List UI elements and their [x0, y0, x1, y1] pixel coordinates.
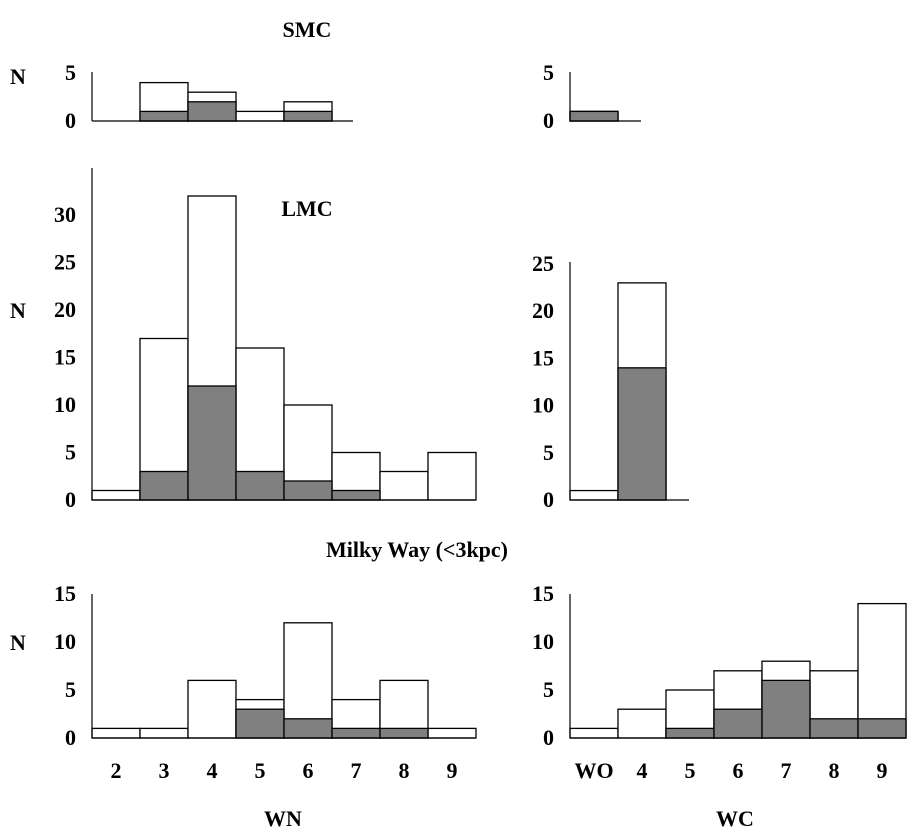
mw-wn-bar-subset-8 [379, 727, 429, 739]
mw-wn-y-tick-5: 5 [65, 677, 76, 702]
lmc-wn-y-tick-15: 15 [54, 345, 76, 370]
mw-wn-bar-total-2 [91, 727, 141, 739]
smc-wn-y-tick-5: 5 [65, 60, 76, 85]
smc-wn-bar-subset-3 [139, 110, 189, 122]
lmc-wn-bar-total-2 [91, 489, 141, 501]
y-axis-label-lmc: N [10, 298, 26, 323]
lmc-title: LMC [281, 196, 332, 221]
lmc-wn-y-tick-25: 25 [54, 250, 76, 275]
mw-wn-x-tick-9: 9 [447, 758, 458, 783]
smc-wc-panel: 05 [543, 60, 641, 133]
mw-wn-bar-total-4 [187, 679, 237, 739]
lmc-wn-bar-subset-6 [283, 480, 333, 501]
smc-wn-y-tick-0: 0 [65, 108, 76, 133]
lmc-wc-y-tick-5: 5 [543, 440, 554, 465]
mw-wn-x-tick-3: 3 [159, 758, 170, 783]
lmc-wn-bar-subset-4 [187, 385, 237, 501]
mw-wc-y-tick-0: 0 [543, 725, 554, 750]
mw-wc-y-tick-5: 5 [543, 677, 554, 702]
mw-wn-bar-subset-5 [235, 708, 285, 739]
lmc-wn-y-tick-0: 0 [65, 487, 76, 512]
milky-way-title: Milky Way (<3kpc) [326, 537, 508, 562]
mw-wc-x-tick-7: 7 [781, 758, 792, 783]
lmc-wn-bar-total-9 [427, 451, 477, 501]
mw-wc-bar-subset-7 [761, 679, 811, 739]
lmc-wn-y-tick-20: 20 [54, 297, 76, 322]
smc-wn-bar-subset-4 [187, 101, 237, 122]
mw-wc-bar-total-9 [857, 602, 907, 739]
mw-wc-x-tick-WO: WO [574, 758, 613, 783]
smc-wc-bar-subset-WO [569, 110, 619, 122]
mw-wn-x-tick-4: 4 [207, 758, 218, 783]
mw-wc-x-tick-6: 6 [733, 758, 744, 783]
wn-axis-label: WN [264, 806, 302, 831]
lmc-wn-bar-subset-7 [331, 489, 381, 501]
lmc-wn-y-tick-5: 5 [65, 440, 76, 465]
wc-axis-label: WC [716, 806, 754, 831]
y-axis-label-smc: N [10, 64, 26, 89]
lmc-wn-panel: 0 5 10 15 20 25 30 [54, 168, 477, 512]
lmc-wn-y-tick-30: 30 [54, 202, 76, 227]
mw-wn-x-tick-7: 7 [351, 758, 362, 783]
mw-wc-bar-subset-6 [713, 708, 763, 739]
mw-wc-y-tick-10: 10 [532, 629, 554, 654]
lmc-wc-bar-total-WO [569, 489, 619, 501]
mw-wc-bar-subset-5 [665, 727, 715, 739]
mw-wc-x-tick-5: 5 [685, 758, 696, 783]
mw-wn-bar-total-3 [139, 727, 189, 739]
y-axis-label-mw: N [10, 630, 26, 655]
mw-wc-bar-total-4 [617, 708, 667, 739]
smc-wn-bar-total-5 [235, 110, 285, 122]
mw-wc-x-tick-9: 9 [877, 758, 888, 783]
lmc-wc-bar-subset-4 [617, 367, 667, 501]
mw-wc-panel: 0 5 10 15 WO 4 5 6 7 8 9 [532, 581, 907, 783]
lmc-wc-panel: 0 5 10 15 20 25 [532, 251, 689, 512]
mw-wn-bar-total-9 [427, 727, 477, 739]
mw-wc-x-tick-4: 4 [637, 758, 648, 783]
smc-wn-panel: 05 [65, 60, 353, 133]
lmc-wc-y-tick-0: 0 [543, 487, 554, 512]
lmc-wn-bar-subset-5 [235, 470, 285, 501]
smc-wc-y-tick-0: 0 [543, 108, 554, 133]
mw-wn-x-tick-6: 6 [303, 758, 314, 783]
mw-wn-y-tick-15: 15 [54, 581, 76, 606]
smc-wc-y-tick-5: 5 [543, 60, 554, 85]
mw-wn-x-tick-2: 2 [111, 758, 122, 783]
mw-wc-bar-total-WO [569, 727, 619, 739]
smc-title: SMC [283, 17, 332, 42]
mw-wn-y-tick-10: 10 [54, 629, 76, 654]
lmc-wn-bar-subset-3 [139, 470, 189, 501]
mw-wn-bar-subset-7 [331, 727, 381, 739]
mw-wc-bar-subset-8 [809, 718, 859, 739]
lmc-wn-y-tick-10: 10 [54, 392, 76, 417]
mw-wc-y-tick-15: 15 [532, 581, 554, 606]
smc-wn-bar-subset-6 [283, 110, 333, 122]
lmc-wn-bar-total-8 [379, 470, 429, 501]
lmc-wc-y-tick-25: 25 [532, 251, 554, 276]
mw-wn-x-tick-5: 5 [255, 758, 266, 783]
lmc-wc-y-tick-20: 20 [532, 298, 554, 323]
mw-wn-bar-subset-6 [283, 718, 333, 739]
mw-wn-y-tick-0: 0 [65, 725, 76, 750]
mw-wc-bar-subset-9 [857, 718, 907, 739]
mw-wn-panel: 0 5 10 15 2 3 4 5 6 7 8 9 [54, 581, 477, 783]
mw-wn-x-tick-8: 8 [399, 758, 410, 783]
lmc-wc-y-tick-15: 15 [532, 345, 554, 370]
lmc-wc-y-tick-10: 10 [532, 393, 554, 418]
mw-wc-x-tick-8: 8 [829, 758, 840, 783]
